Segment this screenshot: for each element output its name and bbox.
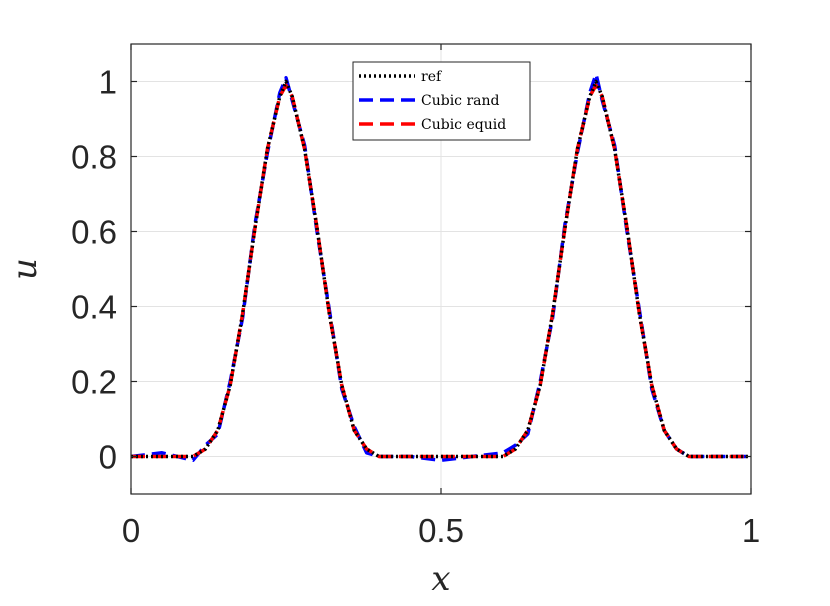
x-tick-label: 0.5 [418, 512, 464, 549]
y-tick-label: 0.2 [71, 364, 117, 401]
x-axis-label: x [431, 559, 450, 599]
y-tick-label: 0.8 [71, 139, 117, 176]
x-tick-label: 1 [742, 512, 760, 549]
axis-ticks: 0 0.5 1 0 0.2 0.4 0.6 0.8 1 [71, 44, 760, 549]
legend: ref Cubic rand Cubic equid [352, 61, 531, 141]
legend-label: Cubic equid [421, 117, 506, 133]
series-layer [130, 72, 751, 463]
legend-label: Cubic rand [421, 93, 500, 109]
y-tick-label: 0.4 [71, 289, 117, 326]
series-line-ref [131, 79, 751, 459]
y-tick-label: 0 [99, 439, 117, 476]
y-tick-label: 1 [99, 64, 117, 101]
y-tick-label: 0.6 [71, 214, 117, 251]
x-tick-label: 0 [122, 512, 140, 549]
legend-label: ref [421, 69, 443, 85]
y-axis-label: u [5, 258, 45, 280]
